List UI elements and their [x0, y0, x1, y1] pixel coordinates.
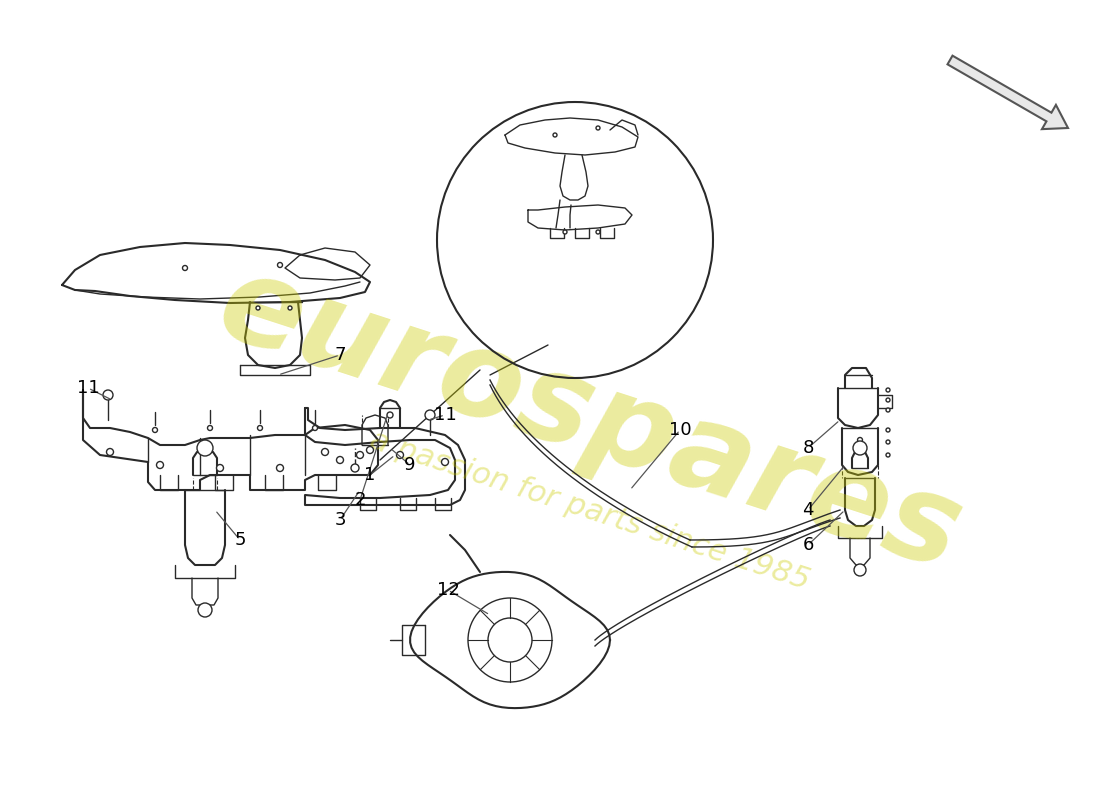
Circle shape: [553, 133, 557, 137]
Circle shape: [886, 398, 890, 402]
Circle shape: [563, 230, 566, 234]
Circle shape: [852, 441, 867, 455]
Circle shape: [288, 306, 292, 310]
Circle shape: [208, 426, 212, 430]
Text: 4: 4: [802, 501, 814, 519]
Circle shape: [103, 390, 113, 400]
Circle shape: [854, 564, 866, 576]
Text: 12: 12: [437, 581, 460, 599]
Circle shape: [857, 447, 864, 453]
Text: a passion for parts since 1985: a passion for parts since 1985: [366, 425, 814, 595]
Circle shape: [886, 428, 890, 432]
Circle shape: [257, 426, 263, 430]
Circle shape: [596, 126, 600, 130]
Circle shape: [198, 603, 212, 617]
Circle shape: [886, 453, 890, 457]
Circle shape: [153, 427, 157, 433]
Circle shape: [396, 451, 404, 458]
Circle shape: [886, 408, 890, 412]
Circle shape: [337, 457, 343, 463]
Circle shape: [183, 266, 187, 270]
Text: 7: 7: [334, 346, 345, 364]
Circle shape: [156, 462, 164, 469]
Circle shape: [425, 410, 435, 420]
Circle shape: [441, 458, 449, 466]
Text: eurospares: eurospares: [205, 245, 976, 595]
Circle shape: [312, 426, 318, 430]
Text: 6: 6: [802, 536, 814, 554]
Circle shape: [366, 446, 374, 454]
Text: 10: 10: [669, 421, 691, 439]
Circle shape: [321, 449, 329, 455]
Circle shape: [197, 440, 213, 456]
Circle shape: [858, 438, 862, 442]
Circle shape: [277, 262, 283, 267]
Text: 5: 5: [234, 531, 245, 549]
Text: 8: 8: [802, 439, 814, 457]
Text: 9: 9: [405, 456, 416, 474]
Circle shape: [596, 230, 600, 234]
Circle shape: [107, 449, 113, 455]
Circle shape: [256, 306, 260, 310]
Text: 11: 11: [433, 406, 456, 424]
Text: 3: 3: [334, 511, 345, 529]
FancyArrow shape: [947, 56, 1068, 129]
Text: 2: 2: [354, 491, 365, 509]
Circle shape: [217, 465, 223, 471]
Text: 1: 1: [364, 466, 376, 484]
Circle shape: [356, 451, 363, 458]
Circle shape: [886, 440, 890, 444]
Circle shape: [387, 412, 393, 418]
Circle shape: [886, 388, 890, 392]
Text: 11: 11: [77, 379, 99, 397]
Circle shape: [276, 465, 284, 471]
Circle shape: [351, 464, 359, 472]
